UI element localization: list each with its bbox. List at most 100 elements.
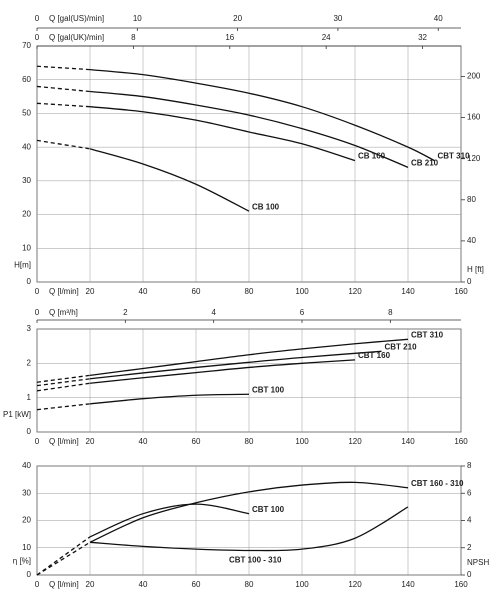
y-axis-label: H[m] [14, 260, 31, 269]
top-axis-label: Q [m³/h] [49, 308, 78, 317]
top-tick-label: 8 [131, 33, 136, 42]
y2-tick-label: 120 [467, 154, 481, 163]
top-tick-label: 30 [333, 14, 342, 23]
y2-tick-label: 80 [467, 195, 476, 204]
x-tick-label: 20 [86, 580, 95, 589]
curve [89, 90, 409, 168]
curve [89, 148, 250, 212]
top-tick-label: 6 [300, 308, 305, 317]
y2-tick-label: 0 [467, 570, 472, 579]
top-tick-label: 0 [35, 33, 40, 42]
y-tick-label: 2 [27, 358, 32, 367]
curve [36, 403, 91, 411]
x-tick-label: 140 [401, 287, 415, 296]
x-tick-label: 80 [245, 287, 254, 296]
top-tick-label: 32 [418, 33, 427, 42]
y-tick-label: 10 [22, 543, 31, 552]
curve [89, 503, 250, 538]
curve-label: CB 210 [411, 158, 439, 167]
curve [89, 106, 356, 162]
curve-label: CB 160 [358, 152, 386, 161]
y2-tick-label: 4 [467, 516, 472, 525]
x-axis-label: Q [l/min] [49, 437, 79, 446]
x-tick-label: 40 [139, 580, 148, 589]
y-tick-label: 3 [27, 324, 32, 333]
y2-tick-label: 0 [467, 277, 472, 286]
x-tick-label: 60 [192, 287, 201, 296]
curve-label: CBT 160 [358, 351, 391, 360]
x-tick-label: 80 [245, 580, 254, 589]
top-tick-label: 8 [388, 308, 393, 317]
curve-label: CBT 160 - 310 [411, 479, 464, 488]
top-tick-label: 0 [35, 308, 40, 317]
curve-label: CBT 100 [252, 385, 285, 394]
y-tick-label: 40 [22, 142, 31, 151]
y-tick-label: 70 [22, 41, 31, 50]
top-tick-label: 40 [434, 14, 443, 23]
curve-label: CBT 310 [411, 330, 444, 339]
x-tick-label: 120 [348, 287, 362, 296]
x-tick-label: 80 [245, 437, 254, 446]
x-tick-label: 20 [86, 437, 95, 446]
y-tick-label: 40 [22, 461, 31, 470]
x-axis-label: Q [l/min] [49, 580, 79, 589]
top-axis-label: Q [gal(UK)/min] [49, 33, 104, 42]
curve-label: CBT 310 [438, 152, 471, 161]
x-tick-label: 120 [348, 580, 362, 589]
x-tick-label: 40 [139, 437, 148, 446]
y-tick-label: 0 [27, 427, 32, 436]
y-tick-label: 0 [27, 570, 32, 579]
x-tick-label: 120 [348, 437, 362, 446]
y-tick-label: 20 [22, 210, 31, 219]
curve [89, 68, 435, 162]
top-tick-label: 2 [123, 308, 128, 317]
x-tick-label: 160 [454, 437, 468, 446]
x-tick-label: 20 [86, 287, 95, 296]
y2-tick-label: 40 [467, 236, 476, 245]
x-tick-label: 60 [192, 580, 201, 589]
x-tick-label: 0 [35, 580, 40, 589]
top-tick-label: 10 [133, 14, 142, 23]
y2-axis-label: NPSH [467, 558, 489, 567]
curve [36, 139, 91, 150]
x-tick-label: 100 [295, 287, 309, 296]
curve [89, 481, 409, 543]
x-tick-label: 140 [401, 437, 415, 446]
y2-axis-label: H [ft] [467, 265, 484, 274]
y-tick-label: 50 [22, 109, 31, 118]
curve [36, 382, 91, 392]
y-tick-label: 30 [22, 176, 31, 185]
x-tick-label: 160 [454, 580, 468, 589]
y-tick-label: 1 [27, 393, 32, 402]
curve [36, 378, 91, 387]
curve-label: CBT 100 - 310 [229, 556, 282, 565]
y-axis-label: P1 [kW] [3, 410, 31, 419]
y-tick-label: 0 [27, 277, 32, 286]
curve-label: CB 100 [252, 202, 280, 211]
curve [36, 541, 91, 576]
top-tick-label: 0 [35, 14, 40, 23]
y-tick-label: 10 [22, 243, 31, 252]
curve [89, 350, 382, 380]
curve [36, 65, 91, 71]
x-axis-label: Q [l/min] [49, 287, 79, 296]
top-tick-label: 16 [225, 33, 234, 42]
x-tick-label: 140 [401, 580, 415, 589]
curve-label: CBT 210 [385, 342, 418, 351]
curve [36, 102, 91, 108]
curve [36, 85, 91, 93]
y2-tick-label: 160 [467, 113, 481, 122]
y2-tick-label: 200 [467, 72, 481, 81]
x-tick-label: 0 [35, 437, 40, 446]
x-tick-label: 100 [295, 437, 309, 446]
y2-tick-label: 8 [467, 461, 472, 470]
y-axis-label: η [%] [13, 556, 31, 565]
curve [89, 506, 409, 552]
x-tick-label: 100 [295, 580, 309, 589]
curve-label: CBT 100 [252, 505, 285, 514]
top-tick-label: 20 [233, 14, 242, 23]
y-tick-label: 30 [22, 488, 31, 497]
top-tick-label: 24 [322, 33, 331, 42]
y2-tick-label: 6 [467, 488, 472, 497]
